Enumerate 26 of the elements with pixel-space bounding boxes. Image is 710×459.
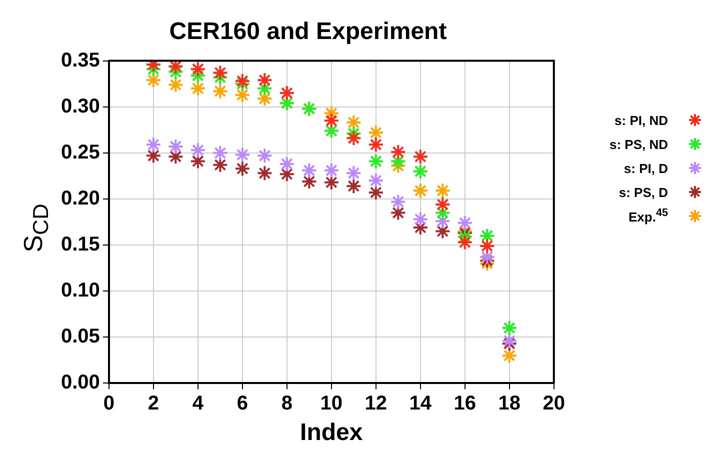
legend-label: Exp.$^{45}$ <box>628 207 668 225</box>
y-tick-label: 0.30 <box>60 95 100 118</box>
x-tick-label: 16 <box>454 392 476 415</box>
legend-label: s: PI, D <box>624 160 668 176</box>
x-tick-label: 8 <box>281 392 292 415</box>
chart-title: CER160 and Experiment <box>169 18 447 46</box>
y-tick-label: 0.00 <box>60 372 100 394</box>
x-tick-label: 20 <box>542 392 565 415</box>
x-axis-title: Index <box>300 419 364 446</box>
y-tick-label: 0.25 <box>60 141 100 164</box>
y-tick-label: 0.20 <box>60 187 100 210</box>
legend-label: s: PI, ND <box>614 112 668 128</box>
x-tick-label: 18 <box>498 392 521 415</box>
x-tick-label: 12 <box>364 392 388 415</box>
y-tick-label: 0.15 <box>60 234 100 256</box>
y-tick-label: 0.10 <box>60 280 100 302</box>
x-tick-label: 10 <box>320 392 343 415</box>
x-tick-label: 2 <box>148 392 159 415</box>
legend-label: s: PS, D <box>618 184 668 200</box>
y-tick-label: 0.05 <box>60 326 100 348</box>
x-tick-label: 4 <box>192 392 204 415</box>
x-tick-label: 6 <box>236 392 248 415</box>
legend-label: s: PS, ND <box>609 136 668 152</box>
y-tick-label: 0.35 <box>60 49 100 72</box>
x-tick-label: 0 <box>103 392 114 415</box>
x-tick-label: 14 <box>409 392 432 415</box>
